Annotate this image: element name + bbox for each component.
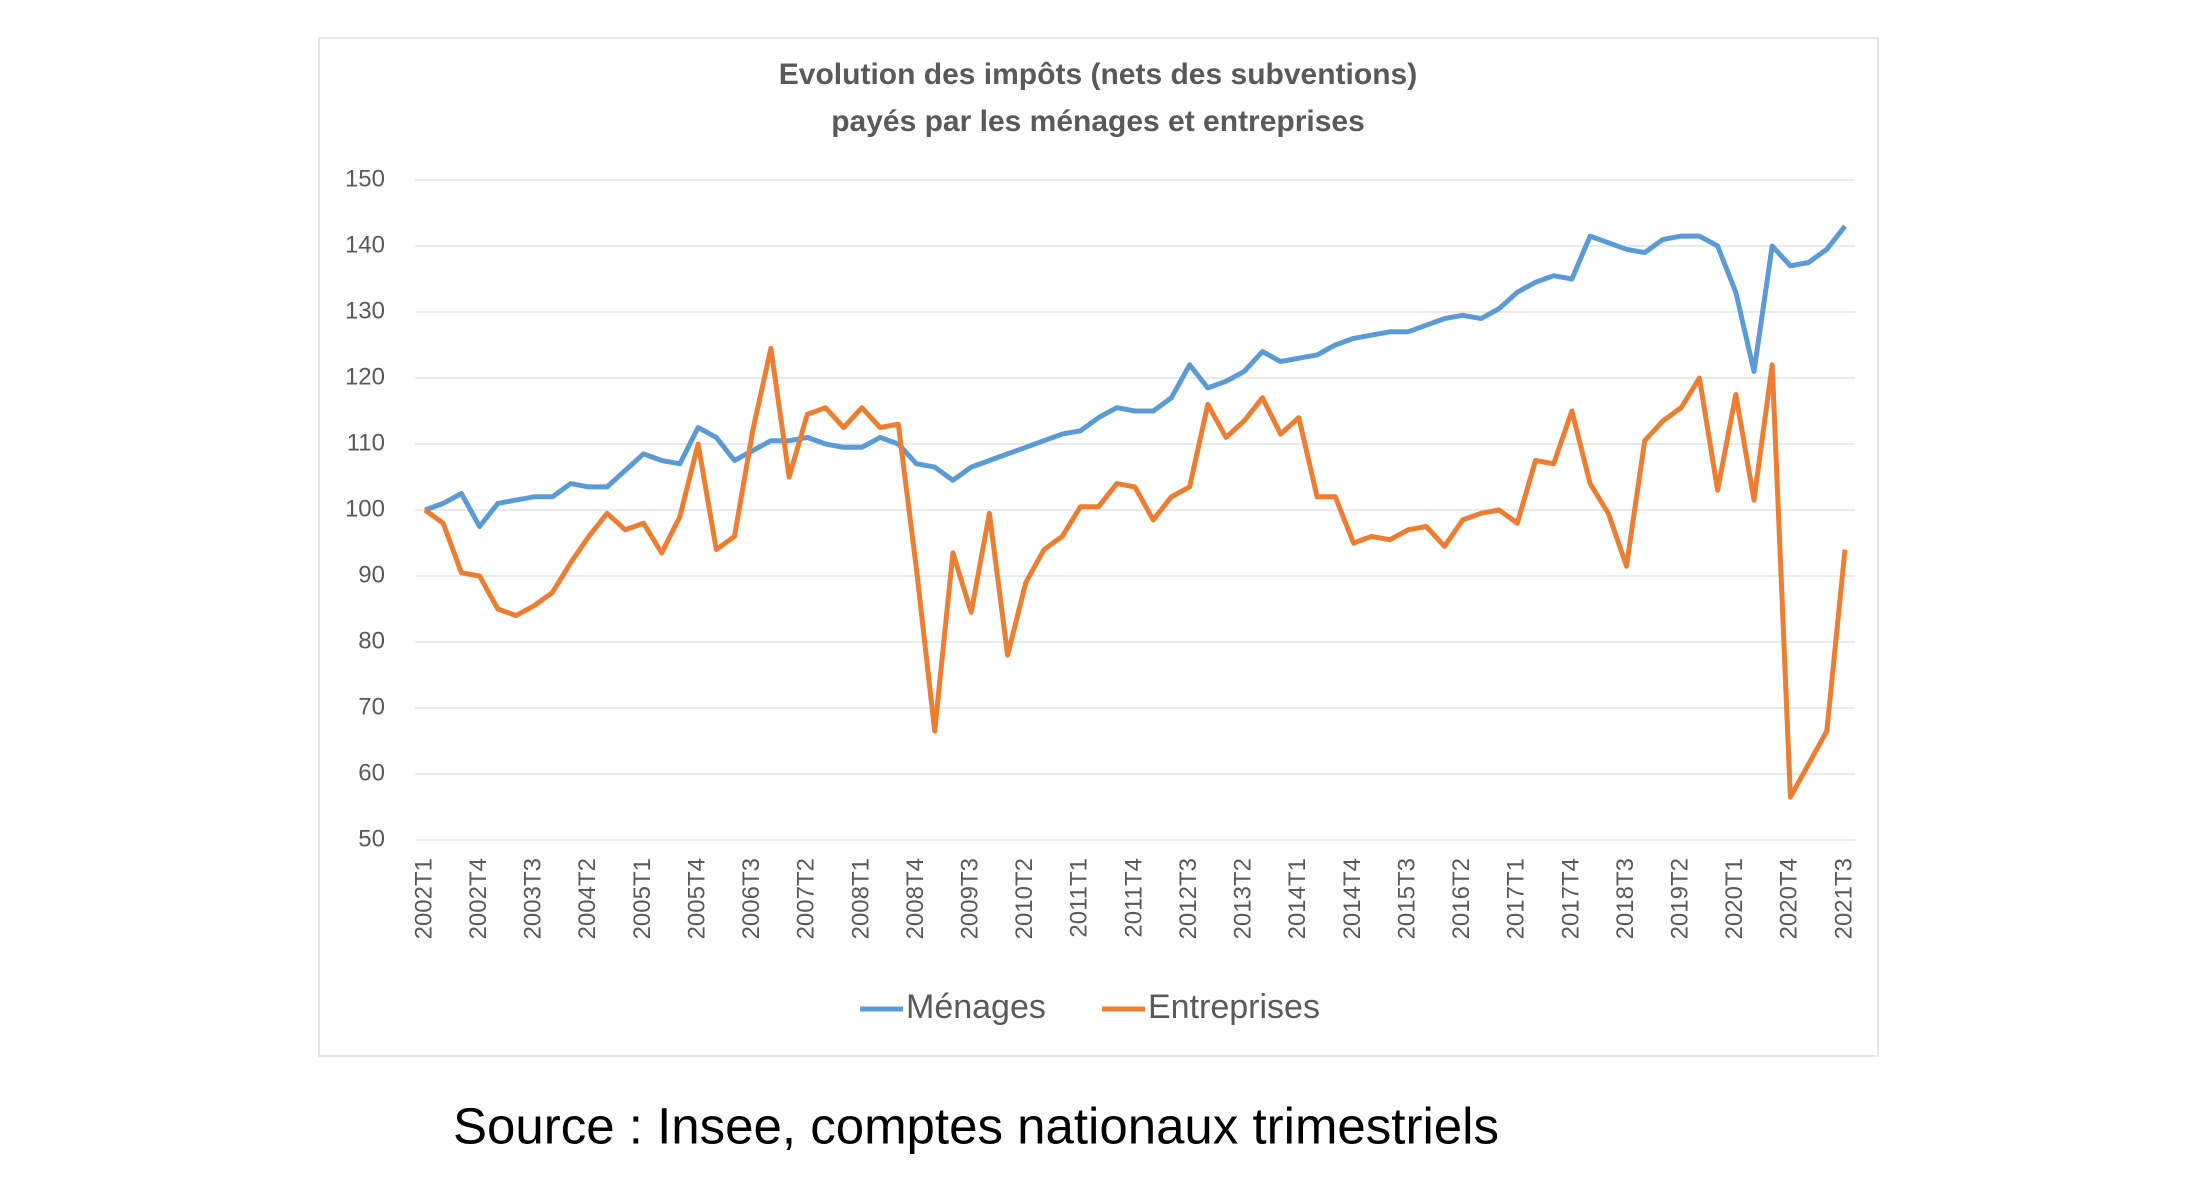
y-tick-label: 50 — [358, 825, 385, 852]
x-tick-label: 2014T1 — [1284, 858, 1311, 939]
x-tick-label: 2003T3 — [520, 858, 547, 939]
x-tick-label: 2002T4 — [465, 858, 492, 939]
y-tick-label: 70 — [358, 693, 385, 720]
x-tick-label: 2005T4 — [683, 858, 710, 939]
x-tick-label: 2017T4 — [1557, 858, 1584, 939]
x-tick-label: 2004T2 — [574, 858, 601, 939]
series-line — [423, 345, 1848, 800]
x-tick-label: 2007T2 — [793, 858, 820, 939]
x-tick-label: 2020T4 — [1776, 858, 1803, 939]
x-tick-label: 2016T2 — [1448, 858, 1475, 939]
x-tick-label: 2002T1 — [410, 858, 437, 939]
y-tick-label: 140 — [345, 231, 385, 258]
x-tick-label: 2005T1 — [629, 858, 656, 939]
source-note: Source : Insee, comptes nationaux trimes… — [453, 1097, 1499, 1154]
x-tick-label: 2019T2 — [1666, 858, 1693, 939]
x-tick-label: 2021T3 — [1830, 858, 1857, 939]
x-tick-label: 2014T4 — [1339, 858, 1366, 939]
x-tick-label: 2011T1 — [1066, 858, 1093, 938]
legend-label: Entreprises — [1148, 988, 1320, 1026]
y-tick-label: 80 — [358, 627, 385, 654]
y-tick-label: 150 — [345, 165, 385, 192]
x-tick-label: 2020T1 — [1721, 858, 1748, 939]
series-line — [424, 224, 1847, 529]
y-tick-label: 120 — [345, 363, 385, 390]
chart-frame — [318, 37, 1879, 1057]
x-tick-label: 2006T3 — [738, 858, 765, 939]
chart-title: Evolution des impôts (nets des subventio… — [779, 58, 1417, 91]
y-tick-label: 90 — [358, 561, 385, 588]
x-tick-label: 2013T2 — [1230, 858, 1257, 939]
y-tick-label: 60 — [358, 759, 385, 786]
x-tick-label: 2008T1 — [847, 858, 874, 939]
legend-label: Ménages — [906, 988, 1046, 1026]
x-tick-label: 2018T3 — [1612, 858, 1639, 939]
y-tick-label: 110 — [347, 429, 385, 456]
y-tick-label: 130 — [345, 297, 385, 324]
y-tick-label: 100 — [345, 495, 385, 522]
x-tick-label: 2011T4 — [1120, 858, 1147, 938]
x-tick-label: 2017T1 — [1503, 858, 1530, 939]
x-tick-label: 2010T2 — [1011, 858, 1038, 939]
x-tick-label: 2009T3 — [956, 858, 983, 939]
x-tick-label: 2008T4 — [902, 858, 929, 939]
chart-title: payés par les ménages et entreprises — [831, 105, 1365, 138]
x-tick-label: 2012T3 — [1175, 858, 1202, 939]
x-tick-label: 2015T3 — [1393, 858, 1420, 939]
